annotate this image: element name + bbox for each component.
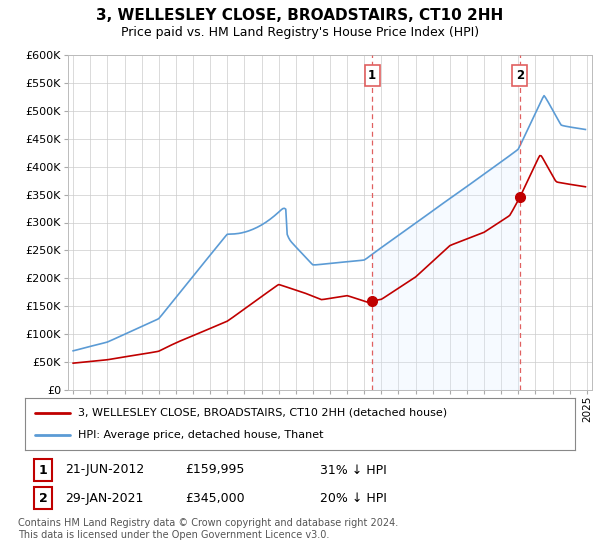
Text: Contains HM Land Registry data © Crown copyright and database right 2024.
This d: Contains HM Land Registry data © Crown c…	[18, 518, 398, 540]
Text: 1: 1	[368, 69, 376, 82]
Text: 2: 2	[515, 69, 524, 82]
Text: 31% ↓ HPI: 31% ↓ HPI	[320, 464, 387, 477]
Text: 20% ↓ HPI: 20% ↓ HPI	[320, 492, 387, 505]
Text: £159,995: £159,995	[185, 464, 244, 477]
Text: 2: 2	[38, 492, 47, 505]
Text: HPI: Average price, detached house, Thanet: HPI: Average price, detached house, Than…	[78, 431, 323, 440]
Text: 3, WELLESLEY CLOSE, BROADSTAIRS, CT10 2HH: 3, WELLESLEY CLOSE, BROADSTAIRS, CT10 2H…	[97, 8, 503, 23]
Text: Price paid vs. HM Land Registry's House Price Index (HPI): Price paid vs. HM Land Registry's House …	[121, 26, 479, 39]
Text: 29-JAN-2021: 29-JAN-2021	[65, 492, 143, 505]
Text: 1: 1	[38, 464, 47, 477]
Text: 3, WELLESLEY CLOSE, BROADSTAIRS, CT10 2HH (detached house): 3, WELLESLEY CLOSE, BROADSTAIRS, CT10 2H…	[78, 408, 447, 418]
Text: £345,000: £345,000	[185, 492, 245, 505]
Text: 21-JUN-2012: 21-JUN-2012	[65, 464, 144, 477]
